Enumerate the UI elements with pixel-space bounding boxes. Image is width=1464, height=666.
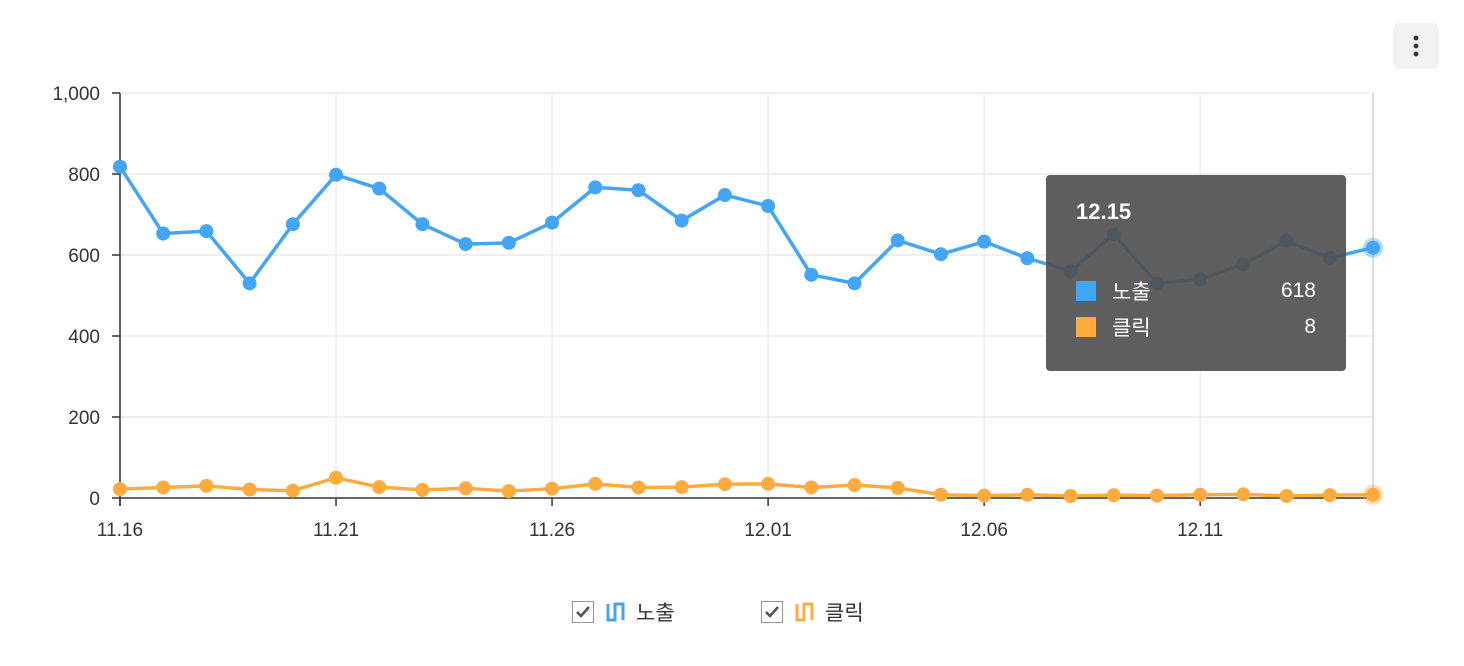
data-point-clicks: [1063, 488, 1078, 503]
x-tick-label: 11.21: [313, 520, 359, 541]
data-point-clicks: [1193, 487, 1208, 502]
data-point-impressions: [372, 181, 387, 196]
series-line-clicks: [119, 476, 1374, 498]
data-point-impressions: [1020, 251, 1035, 266]
y-tick-label: 400: [68, 327, 100, 348]
x-tick-label: 12.11: [1177, 520, 1223, 541]
data-point-impressions: [717, 188, 732, 203]
tooltip-row-impressions: 노출 618: [1076, 277, 1316, 305]
data-point-impressions: [847, 276, 862, 291]
data-point-clicks: [1279, 488, 1294, 503]
data-point-impressions: [933, 247, 948, 262]
legend-item-clicks[interactable]: 클릭: [761, 596, 864, 628]
chart-legend: 노출 클릭: [0, 596, 1464, 628]
data-point-impressions: [545, 215, 560, 230]
data-point-impressions: [501, 235, 516, 250]
x-tick-label: 12.06: [960, 520, 1008, 541]
data-point-impressions: [804, 267, 819, 282]
y-tick-label: 800: [68, 165, 100, 186]
x-tick-label: 12.01: [744, 520, 792, 541]
data-point-impressions: [242, 276, 257, 291]
data-point-clicks: [847, 478, 862, 493]
y-tick-label: 600: [68, 246, 100, 267]
data-point-impressions: [285, 217, 300, 232]
legend-label-clicks: 클릭: [825, 602, 864, 625]
data-point-impressions: [156, 226, 171, 241]
y-tick-label: 200: [68, 408, 100, 429]
data-point-clicks: [415, 482, 430, 497]
checkbox-checked-icon[interactable]: [761, 601, 783, 623]
data-point-impressions: [415, 217, 430, 232]
data-point-clicks: [285, 483, 300, 498]
data-point-clicks: [1236, 487, 1251, 502]
data-point-impressions: [977, 234, 992, 249]
data-point-clicks: [1322, 488, 1337, 503]
data-point-impressions: [113, 159, 127, 174]
x-tick-label: 11.26: [529, 520, 575, 541]
tooltip-label-impressions: 노출: [1112, 281, 1151, 304]
tooltip-value-clicks: 8: [1304, 315, 1316, 338]
chart-tooltip: 12.15 노출 618 클릭 8: [1046, 175, 1346, 371]
data-point-impressions: [631, 183, 646, 198]
data-point-clicks: [501, 484, 516, 499]
data-point-clicks: [674, 480, 689, 495]
data-point-clicks: [933, 487, 948, 502]
data-point-clicks: [1020, 487, 1035, 502]
data-point-clicks: [1366, 487, 1380, 502]
tooltip-value-impressions: 618: [1280, 279, 1316, 302]
tooltip-label-clicks: 클릭: [1112, 317, 1151, 340]
chart-menu-button[interactable]: [1393, 23, 1439, 69]
data-point-impressions: [890, 233, 905, 248]
tooltip-title: 12.15: [1076, 199, 1132, 224]
y-tick-label: 0: [89, 489, 100, 510]
data-point-impressions: [329, 167, 344, 182]
data-point-clicks: [458, 481, 473, 496]
legend-item-impressions[interactable]: 노출: [572, 596, 675, 628]
data-point-clicks: [761, 476, 776, 491]
data-point-impressions: [761, 198, 776, 213]
data-point-impressions: [1366, 240, 1380, 255]
data-point-clicks: [1149, 488, 1164, 503]
data-point-impressions: [674, 213, 689, 228]
data-point-clicks: [329, 470, 344, 485]
data-point-impressions: [199, 224, 214, 239]
data-point-impressions: [458, 237, 473, 252]
data-point-clicks: [1106, 488, 1121, 503]
data-point-clicks: [717, 477, 732, 492]
tooltip-row-clicks: 클릭 8: [1076, 313, 1316, 341]
data-point-clicks: [631, 480, 646, 495]
more-vertical-icon: [1413, 35, 1419, 57]
series-line-icon: [606, 602, 625, 622]
data-point-impressions: [588, 180, 603, 195]
data-point-clicks: [372, 480, 387, 495]
data-point-clicks: [199, 478, 214, 493]
series-line-icon: [795, 602, 814, 622]
legend-label-impressions: 노출: [636, 602, 675, 625]
tooltip-swatch-clicks: [1076, 317, 1096, 337]
x-tick-label: 11.16: [97, 520, 143, 541]
data-point-clicks: [890, 480, 905, 495]
data-point-clicks: [242, 482, 257, 497]
data-point-clicks: [977, 488, 992, 503]
checkbox-checked-icon[interactable]: [572, 601, 594, 623]
data-point-clicks: [156, 480, 171, 495]
data-point-clicks: [804, 480, 819, 495]
data-point-clicks: [113, 482, 127, 497]
tooltip-swatch-impressions: [1076, 281, 1096, 301]
y-tick-label: 1,000: [52, 84, 100, 105]
data-point-clicks: [588, 476, 603, 491]
data-point-clicks: [545, 481, 560, 496]
